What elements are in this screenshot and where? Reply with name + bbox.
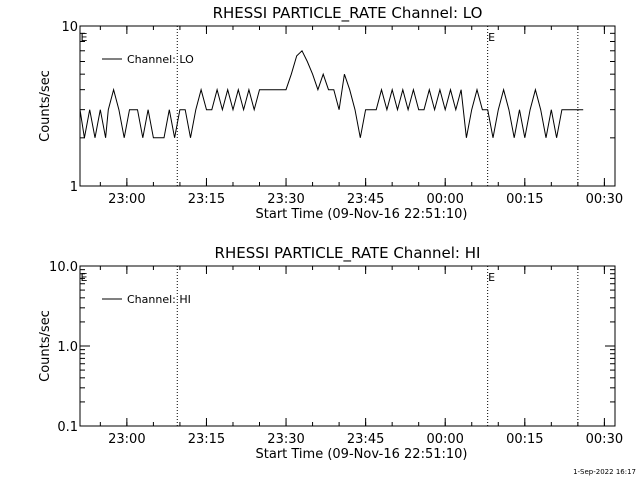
chart-title: RHESSI PARTICLE_RATE Channel: LO — [213, 4, 483, 23]
x-tick-label: 23:30 — [267, 192, 304, 207]
x-axis-label: Start Time (09-Nov-16 22:51:10) — [256, 207, 468, 222]
x-tick-label: 23:45 — [347, 432, 384, 447]
plot-frame — [79, 265, 616, 427]
x-tick-label: 00:30 — [586, 192, 623, 207]
plot-frame — [79, 25, 616, 187]
x-tick-label: 00:15 — [506, 432, 543, 447]
x-tick-label: 23:00 — [108, 192, 145, 207]
x-tick-label: 00:00 — [426, 192, 463, 207]
legend-label: Channel: LO — [127, 53, 194, 66]
x-tick-label: 23:15 — [188, 432, 225, 447]
lo-channel-panel: RHESSI PARTICLE_RATE Channel: LO 1 10 Count… — [38, 4, 623, 222]
y-tick-label: 10.0 — [49, 260, 78, 275]
x-tick-label: 00:00 — [426, 432, 463, 447]
x-axis-label: Start Time (09-Nov-16 22:51:10) — [256, 447, 468, 462]
y-tick-label: 1.0 — [57, 340, 78, 355]
footer-timestamp: 1-Sep-2022 16:17 — [573, 468, 636, 476]
x-tick-label: 23:30 — [267, 432, 304, 447]
x-tick-label: 23:45 — [347, 192, 384, 207]
event-marker-label: E — [488, 31, 495, 44]
y-tick-label: 0.1 — [57, 420, 78, 435]
x-tick-label: 23:15 — [188, 192, 225, 207]
event-marker-label: E — [81, 271, 88, 284]
y-tick-label: 1 — [70, 180, 78, 195]
chart-title: RHESSI PARTICLE_RATE Channel: HI — [215, 244, 481, 263]
y-tick-label: 10 — [61, 20, 78, 35]
series-line — [79, 49, 584, 139]
hi-channel-panel: RHESSI PARTICLE_RATE Channel: HI 0.1 1.0 10… — [38, 244, 623, 462]
y-axis-label: Counts/sec — [38, 310, 53, 382]
event-marker-label: E — [81, 31, 88, 44]
x-tick-label: 00:15 — [506, 192, 543, 207]
x-tick-label: 23:00 — [108, 432, 145, 447]
y-axis-label: Counts/sec — [38, 70, 53, 142]
legend-label: Channel: HI — [127, 293, 191, 306]
x-tick-label: 00:30 — [586, 432, 623, 447]
event-marker-label: E — [488, 271, 495, 284]
